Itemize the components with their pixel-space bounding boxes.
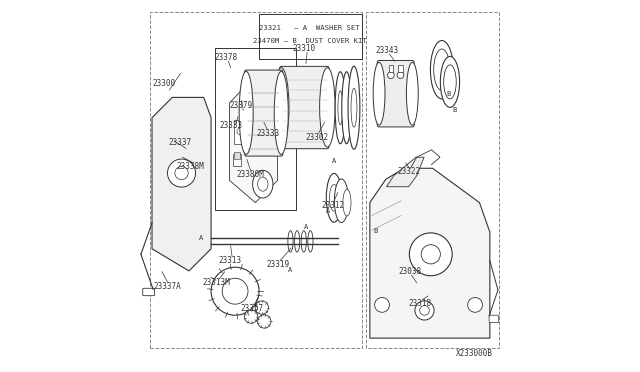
Text: 23333: 23333	[220, 121, 243, 130]
Text: 23322: 23322	[398, 167, 421, 176]
Circle shape	[397, 72, 404, 78]
Ellipse shape	[338, 91, 342, 125]
Bar	[234, 152, 240, 160]
Text: 23343: 23343	[376, 46, 399, 55]
Polygon shape	[387, 157, 424, 187]
Circle shape	[244, 310, 258, 323]
Circle shape	[258, 315, 271, 328]
Text: 23379: 23379	[230, 101, 253, 110]
Circle shape	[222, 278, 248, 304]
Ellipse shape	[440, 57, 460, 108]
Ellipse shape	[326, 173, 342, 222]
Ellipse shape	[258, 177, 268, 191]
Text: 23333: 23333	[256, 129, 279, 138]
Ellipse shape	[434, 49, 450, 90]
Ellipse shape	[294, 231, 300, 252]
Ellipse shape	[239, 71, 253, 154]
Text: B: B	[446, 92, 451, 97]
Text: A: A	[287, 267, 292, 273]
Text: 23357: 23357	[241, 304, 264, 313]
Ellipse shape	[343, 189, 351, 216]
Text: 23313M: 23313M	[202, 278, 230, 287]
Text: A: A	[326, 208, 330, 214]
Polygon shape	[370, 168, 490, 338]
Text: X233000B: X233000B	[456, 350, 493, 359]
Bar	[233, 154, 241, 166]
Text: 23300: 23300	[152, 79, 176, 88]
Ellipse shape	[301, 231, 307, 252]
Text: 23338M: 23338M	[176, 162, 204, 171]
Circle shape	[211, 267, 259, 315]
Circle shape	[410, 233, 452, 276]
FancyBboxPatch shape	[143, 288, 155, 296]
Text: A: A	[332, 158, 336, 164]
Circle shape	[255, 301, 269, 314]
Ellipse shape	[342, 72, 351, 144]
Text: 23313: 23313	[219, 256, 242, 265]
Ellipse shape	[319, 68, 335, 147]
Text: 23312: 23312	[321, 201, 344, 210]
Circle shape	[374, 298, 389, 312]
Ellipse shape	[334, 179, 348, 222]
Ellipse shape	[330, 185, 339, 211]
Bar	[234, 119, 246, 144]
Ellipse shape	[373, 62, 385, 125]
FancyBboxPatch shape	[244, 70, 283, 156]
Ellipse shape	[351, 88, 357, 127]
Text: 23378: 23378	[214, 53, 237, 62]
Text: 23310: 23310	[292, 44, 316, 53]
Ellipse shape	[444, 65, 456, 99]
Polygon shape	[259, 14, 362, 59]
Text: B: B	[452, 107, 457, 113]
Circle shape	[388, 72, 394, 78]
Bar	[398, 65, 403, 71]
Circle shape	[468, 298, 483, 312]
Ellipse shape	[335, 72, 346, 144]
Bar	[388, 65, 393, 71]
Text: 23318: 23318	[409, 299, 432, 308]
Ellipse shape	[273, 68, 289, 147]
Circle shape	[415, 301, 434, 320]
Text: A: A	[199, 235, 204, 241]
Text: 23337: 23337	[169, 138, 192, 147]
Ellipse shape	[274, 71, 288, 154]
Ellipse shape	[406, 62, 418, 125]
FancyBboxPatch shape	[377, 61, 414, 127]
Text: 23470M — B  DUST COVER KIT: 23470M — B DUST COVER KIT	[253, 38, 367, 44]
Text: 23038: 23038	[399, 267, 422, 276]
Ellipse shape	[348, 66, 360, 149]
Ellipse shape	[430, 41, 453, 99]
Polygon shape	[152, 97, 211, 271]
Polygon shape	[230, 83, 278, 203]
Ellipse shape	[253, 170, 273, 198]
Circle shape	[237, 128, 244, 135]
Ellipse shape	[308, 231, 313, 252]
Ellipse shape	[288, 231, 293, 252]
FancyBboxPatch shape	[489, 315, 499, 323]
Text: B: B	[373, 228, 378, 234]
FancyBboxPatch shape	[280, 66, 329, 149]
Text: 23302: 23302	[305, 133, 328, 142]
Text: 23337A: 23337A	[154, 282, 181, 291]
Circle shape	[175, 166, 188, 180]
Text: 23321   — A  WASHER SET: 23321 — A WASHER SET	[259, 25, 360, 31]
Circle shape	[421, 245, 440, 264]
Bar	[250, 112, 260, 132]
Text: A: A	[304, 224, 308, 230]
Text: 23380M: 23380M	[237, 170, 264, 179]
Circle shape	[420, 306, 429, 315]
Circle shape	[168, 159, 196, 187]
Circle shape	[252, 119, 259, 126]
Text: 23319: 23319	[266, 260, 289, 269]
